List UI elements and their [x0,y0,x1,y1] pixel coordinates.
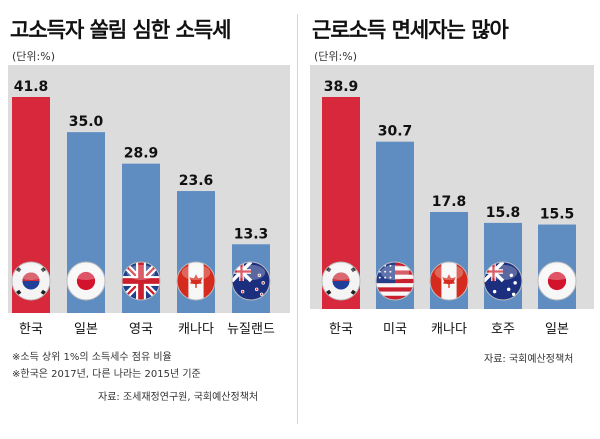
value-label-일본: 15.5 [540,207,575,223]
uk-flag-icon [121,261,161,301]
category-label-호주: 호주 [491,322,515,337]
left-source: 자료: 조세재정연구원, 국회예산정책처 [98,392,259,403]
value-label-호주: 15.8 [486,205,521,221]
category-label-미국: 미국 [383,322,407,337]
category-label-캐나다: 캐나다 [431,322,467,337]
value-label-영국: 28.9 [124,146,159,162]
left-note-2: ※한국은 2017년, 다른 나라는 2015년 기준 [12,369,201,380]
left-bar-chart: 41.8 한국 35.0 일본 28.9 영국 23.6 캐나다 13.3 뉴질랜드 [11,79,275,337]
right-chart-title: 근로소득 면세자는 많아 [312,18,509,42]
japan-flag-icon [537,261,577,301]
right-bar-chart: 38.9 한국 30.7 미국 17.8 캐나다 15.8 호주 15.5 일본 [321,79,577,337]
left-chart-title: 고소득자 쏠림 심한 소득세 [10,18,231,42]
right-source: 자료: 국회예산정책처 [484,354,574,365]
australia-flag-icon [483,261,523,301]
right-unit-label: (단위:%) [314,50,357,63]
category-label-뉴질랜드: 뉴질랜드 [227,322,275,337]
left-note-1: ※소득 상위 1%의 소득세수 점유 비율 [12,352,172,363]
value-label-한국: 38.9 [324,79,359,95]
right-chart-panel: 근로소득 면세자는 많아 (단위:%) 38.9 한국 30.7 미국 17.8 캐나다 1… [302,0,600,439]
korea-flag-icon [11,261,51,301]
value-label-캐나다: 23.6 [179,173,214,189]
newzealand-flag-icon [231,261,271,301]
value-label-한국: 41.8 [14,79,49,95]
category-label-캐나다: 캐나다 [178,322,214,337]
category-label-한국: 한국 [19,322,43,337]
usa-flag-icon [375,261,415,301]
left-unit-label: (단위:%) [12,50,55,63]
value-label-캐나다: 17.8 [432,194,467,210]
panel-divider [297,14,298,424]
category-label-일본: 일본 [74,322,98,337]
korea-flag-icon [321,261,361,301]
category-label-일본: 일본 [545,322,569,337]
canada-flag-icon [429,261,469,301]
value-label-미국: 30.7 [378,124,413,140]
category-label-한국: 한국 [329,322,353,337]
value-label-일본: 35.0 [69,114,104,130]
japan-flag-icon [66,261,106,301]
category-label-영국: 영국 [129,322,153,337]
canada-flag-icon [176,261,216,301]
value-label-뉴질랜드: 13.3 [234,226,269,242]
left-chart-panel: 고소득자 쏠림 심한 소득세 (단위:%) 41.8 한국 35.0 일본 28.9 영국… [0,0,296,439]
